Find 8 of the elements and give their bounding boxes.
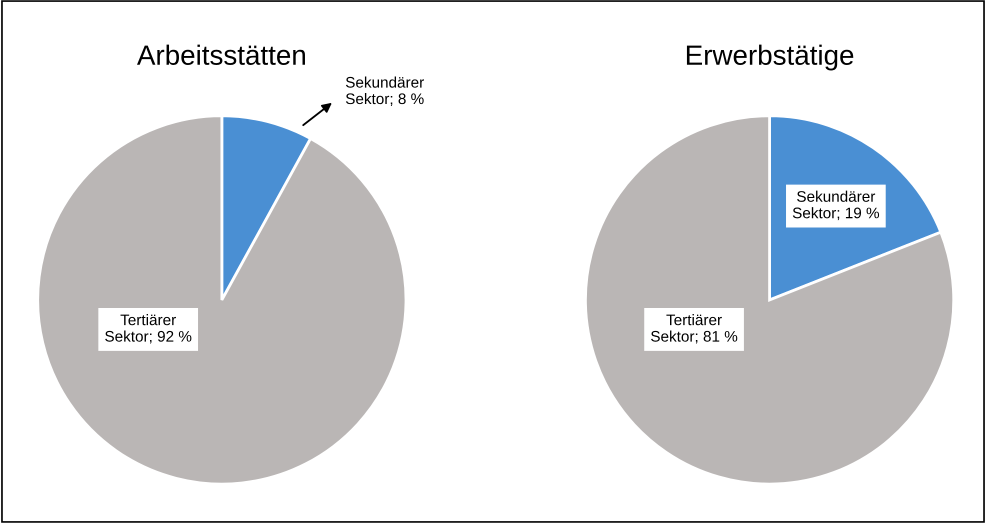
slice-label: Tertiärer Sektor; 81 % [651,314,738,344]
pie-slice [584,114,956,486]
slice-label: Sekundärer Sektor; 19 % [792,190,880,220]
chart-title: Erwerbstätige [686,44,854,70]
pie-slice [36,114,408,486]
chart-title: Arbeitsstätten [136,44,305,65]
slice-label: Tertiärer Sektor; 92 % [105,314,192,344]
slice-label: Sekundärer Sektor; 8 % [346,76,424,106]
